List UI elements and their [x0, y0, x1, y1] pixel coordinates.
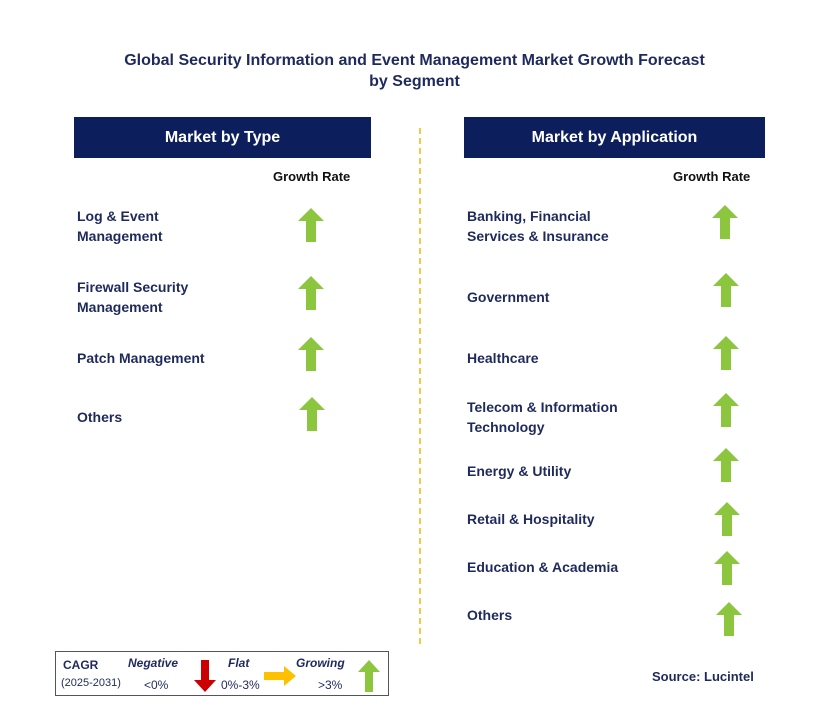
app-item-line: Banking, Financial — [467, 208, 591, 224]
growing-arrow-icon — [298, 208, 324, 242]
type-item-log-event: Log & Event Management — [77, 206, 163, 246]
type-item-line: Management — [77, 299, 163, 315]
growing-arrow-icon — [298, 337, 324, 371]
type-item-line: Patch Management — [77, 350, 205, 366]
legend-growing-range: >3% — [318, 678, 343, 692]
panel-divider — [419, 128, 421, 644]
growing-arrow-icon — [712, 205, 738, 239]
application-growth-rate-label: Growth Rate — [673, 169, 751, 184]
growing-arrow-icon — [714, 502, 740, 536]
growing-arrow-icon — [713, 393, 739, 427]
app-item-government: Government — [467, 287, 549, 307]
legend-flat-range: 0%-3% — [221, 678, 260, 692]
growing-arrow-icon — [713, 448, 739, 482]
type-item-line: Management — [77, 228, 163, 244]
growing-arrow-icon — [358, 660, 380, 692]
app-item-line: Technology — [467, 419, 545, 435]
app-item-retail: Retail & Hospitality — [467, 509, 595, 529]
type-item-line: Firewall Security — [77, 279, 189, 295]
app-item-others: Others — [467, 605, 512, 625]
growing-arrow-icon — [713, 273, 739, 307]
app-item-line: Healthcare — [467, 350, 539, 366]
growing-arrow-icon — [298, 276, 324, 310]
growing-arrow-icon — [716, 602, 742, 636]
legend-period: (2025-2031) — [61, 677, 121, 689]
type-panel-header: Market by Type — [74, 117, 371, 158]
app-item-line: Government — [467, 289, 550, 305]
app-item-line: Telecom & Information — [467, 399, 618, 415]
source-credit: Source: Lucintel — [652, 669, 754, 684]
negative-arrow-icon — [194, 660, 216, 692]
type-item-patch: Patch Management — [77, 348, 205, 368]
app-item-line: Energy & Utility — [467, 463, 572, 479]
type-item-line: Log & Event — [77, 208, 159, 224]
legend-cagr: CAGR — [63, 658, 99, 672]
cagr-legend: CAGR (2025-2031) Negative <0% Flat 0%-3%… — [55, 651, 389, 696]
flat-arrow-icon — [264, 666, 296, 686]
app-item-energy: Energy & Utility — [467, 461, 571, 481]
title-line-1: Global Security Information and Event Ma… — [124, 52, 705, 69]
growing-arrow-icon — [714, 551, 740, 585]
app-item-line: Services & Insurance — [467, 228, 609, 244]
growing-arrow-icon — [713, 336, 739, 370]
type-item-others: Others — [77, 407, 122, 427]
legend-growing-label: Growing — [296, 656, 345, 670]
app-item-line: Education & Academia — [467, 559, 619, 575]
app-item-education: Education & Academia — [467, 557, 618, 577]
app-item-bfsi: Banking, Financial Services & Insurance — [467, 206, 609, 246]
legend-flat-label: Flat — [228, 656, 250, 670]
app-item-line: Retail & Hospitality — [467, 511, 595, 527]
title-line-2: by Segment — [369, 73, 460, 90]
application-panel-header: Market by Application — [464, 117, 765, 158]
type-item-line: Others — [77, 409, 123, 425]
app-item-line: Others — [467, 607, 513, 623]
app-item-healthcare: Healthcare — [467, 348, 539, 368]
type-item-firewall: Firewall Security Management — [77, 277, 188, 317]
legend-negative-label: Negative — [128, 656, 179, 670]
growing-arrow-icon — [299, 397, 325, 431]
app-item-telecom: Telecom & Information Technology — [467, 397, 618, 437]
legend-negative-range: <0% — [144, 678, 169, 692]
chart-title: Global Security Information and Event Ma… — [0, 50, 829, 92]
type-growth-rate-label: Growth Rate — [273, 169, 351, 184]
